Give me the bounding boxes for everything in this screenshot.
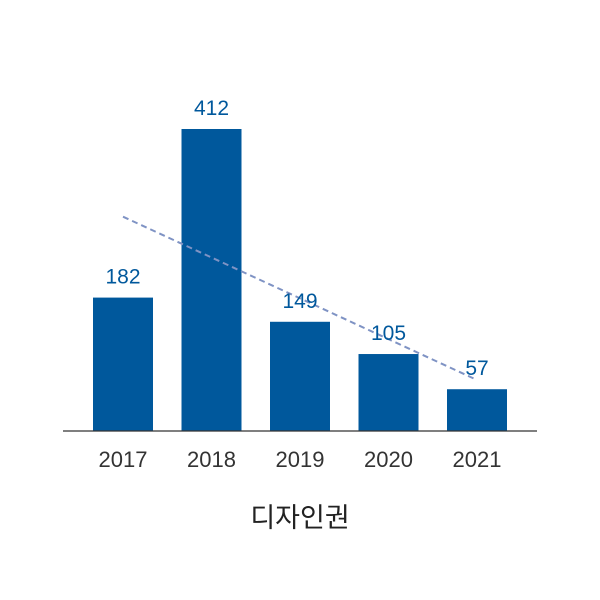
value-label-2019: 149 [282, 290, 317, 313]
bar-2021 [447, 389, 507, 431]
x-tick-label-2019: 2019 [276, 447, 325, 472]
value-label-2017: 182 [105, 266, 140, 289]
bar-2017 [93, 297, 153, 431]
x-tick-label-2018: 2018 [187, 447, 236, 472]
x-tick-label-2021: 2021 [453, 447, 502, 472]
bar-2020 [358, 354, 419, 431]
x-tick-label-2020: 2020 [364, 447, 413, 472]
trendline [122, 215, 478, 381]
value-label-2021: 57 [465, 357, 488, 380]
value-label-2020: 105 [371, 322, 406, 345]
bar-2018 [181, 129, 242, 431]
value-label-2018: 412 [194, 97, 229, 120]
chart-title: 디자인권 [250, 503, 350, 534]
bar-2019 [270, 321, 330, 431]
x-tick-label-2017: 2017 [99, 447, 148, 472]
